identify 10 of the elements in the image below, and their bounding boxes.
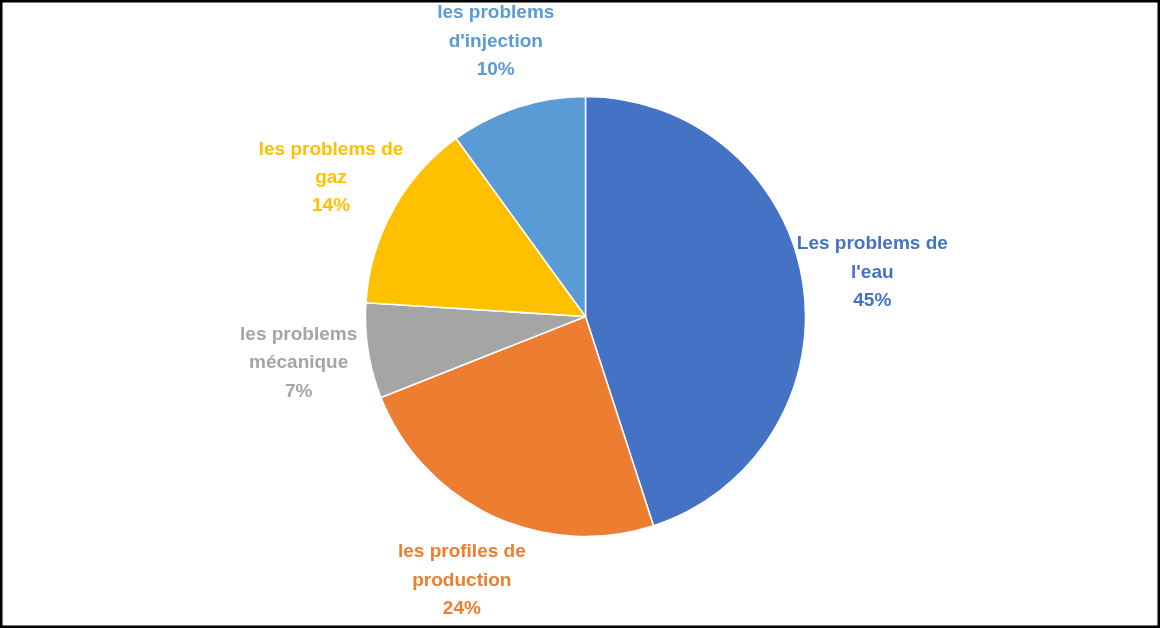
slice-label: les profiles de production: [397, 540, 526, 590]
slice-label: Les problems de l'eau: [796, 232, 948, 282]
slice-label: les problems mécanique: [240, 323, 358, 373]
data-label: 14%: [312, 194, 351, 216]
slice-label: les problems d'injection: [437, 1, 555, 51]
data-label: 45%: [853, 288, 892, 310]
data-label: 10%: [476, 58, 515, 80]
slice-label: les problems de gaz: [258, 137, 404, 188]
data-label: 7%: [284, 379, 313, 401]
data-label: 24%: [442, 597, 481, 619]
